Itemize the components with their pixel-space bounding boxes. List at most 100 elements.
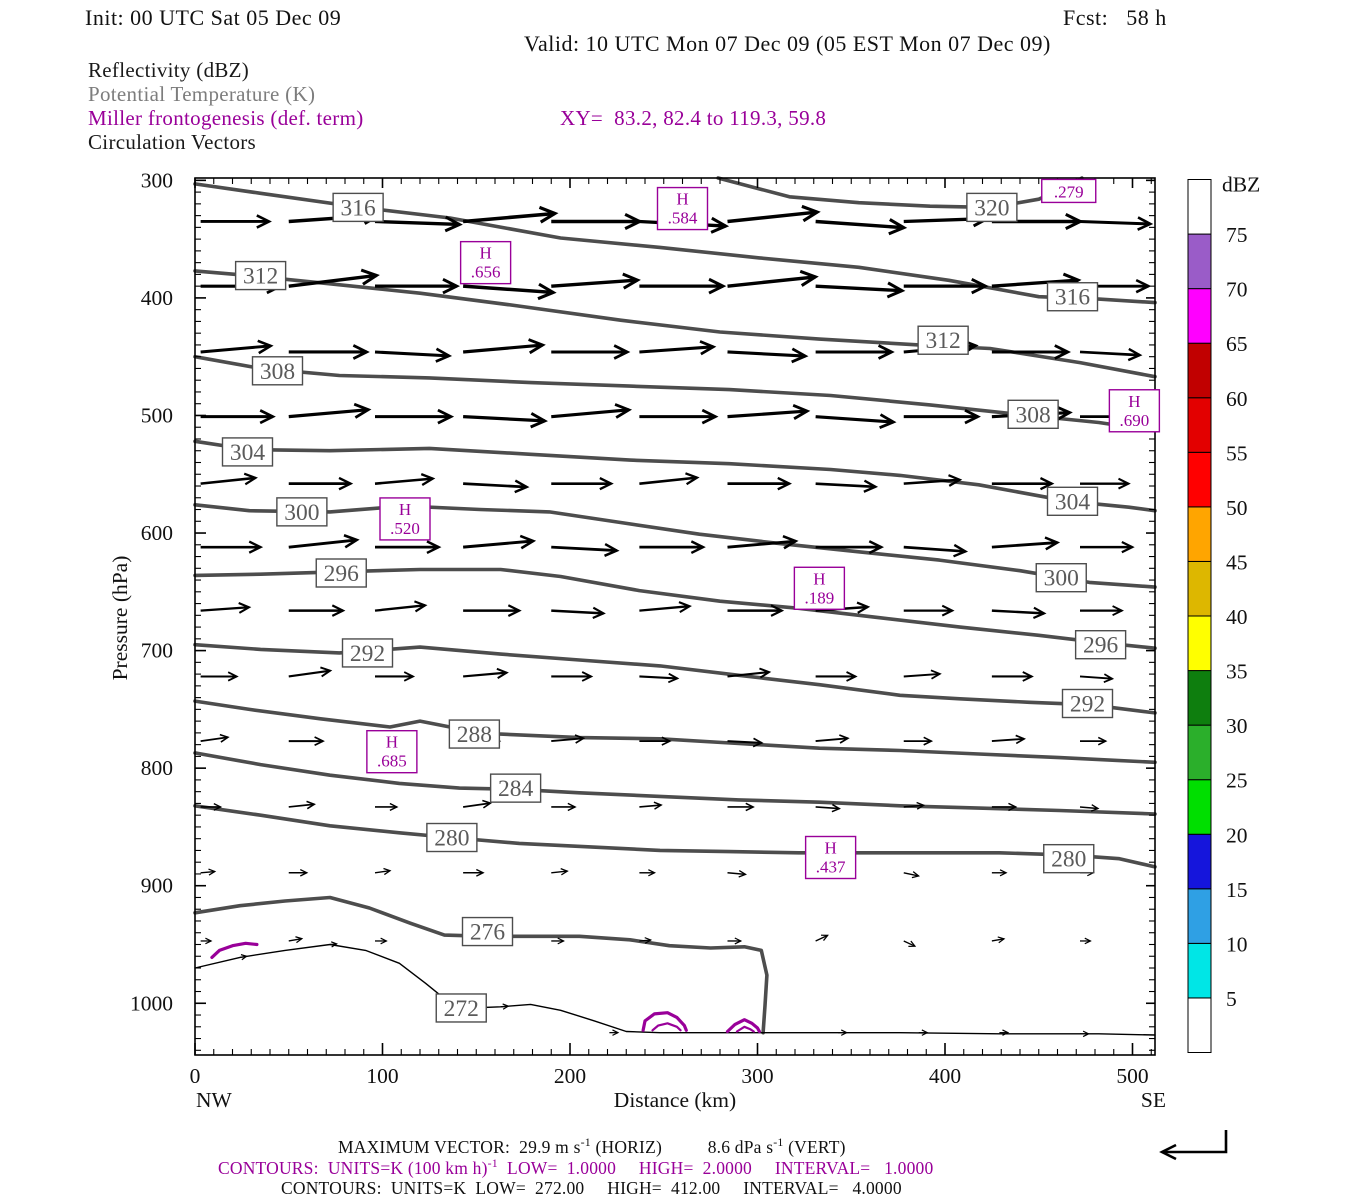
y-tick-label: 900 [141,874,173,898]
frontogenesis-max-box [1108,389,1161,433]
colorbar-block [1187,833,1212,890]
colorbar-tick-label: 20 [1226,823,1248,847]
circulation-vector [639,736,672,746]
contour-label: 320 [974,195,1009,221]
legend-potential-temperature: Potential Temperature (K) [88,82,316,106]
circulation-vector [200,937,213,945]
legend-miller-frontogenesis: Miller frontogenesis (def. term) [88,106,364,130]
circulation-vector [903,940,917,947]
circulation-vector [903,409,981,425]
circulation-vector [727,347,809,364]
circulation-vector [288,476,354,491]
circulation-vector [727,535,799,550]
circulation-vector [551,542,620,557]
contour-label: 280 [1051,847,1086,873]
circulation-vector [727,737,764,748]
reference-vector-icon [1162,1130,1228,1154]
circulation-vector [200,214,272,229]
circulation-vector [462,338,546,355]
contour-label: 284 [498,776,534,802]
circulation-vector [1080,736,1108,746]
frontogenesis-max-box [804,835,857,880]
theta-contour-320 [716,176,1084,210]
colorbar-block [1187,615,1212,672]
circulation-vector [1080,477,1131,490]
colorbar-title: dBZ [1222,173,1260,197]
y-tick-label: 800 [141,756,173,780]
circulation-vector [727,269,819,288]
contour-label: 304 [230,440,266,466]
circulation-vector [463,667,509,679]
contour-label: 300 [284,500,319,526]
contour-label-box [917,325,969,355]
circulation-vector [551,734,586,744]
circulation-vector [991,869,1008,877]
contour-label: 316 [1055,285,1091,311]
circulation-vector [375,671,416,682]
frontogenesis-max-box [459,240,512,285]
x-tick-label: 500 [1116,1064,1148,1088]
y-tick-label: 300 [141,168,173,192]
cross-section-xy-label: XY= 83.2, 82.4 to 119.3, 59.8 [560,106,827,130]
circulation-vector [639,937,653,944]
circulation-vector [288,402,372,419]
circulation-vector [200,339,274,355]
theta-contour-300 [193,502,1157,589]
frontogenesis-max-value: .189 [805,588,835,607]
frontogenesis-contour-2 [651,1022,682,1032]
theta-contour-304 [193,439,1157,513]
contour-label-box [276,497,328,527]
circulation-vector [903,801,926,810]
x-tick-label: 100 [366,1064,398,1088]
contour-label: 288 [457,722,492,748]
circulation-vector [1079,673,1115,683]
frontogenesis-contour-0 [210,941,259,960]
contour-label: 304 [1055,489,1091,515]
circulation-vector [288,534,360,549]
circulation-vector [727,869,747,878]
circulation-vector [639,601,692,614]
circulation-vector [462,534,537,550]
circulation-vector [551,671,594,682]
colorbar-block [1187,233,1212,290]
circulation-vector [288,736,325,747]
y-tick-label: 600 [141,521,173,545]
circulation-vector [200,868,217,876]
contour-label: 280 [434,826,469,852]
circulation-vector [639,277,727,295]
circulation-vector [609,1029,620,1036]
circulation-vector [903,736,934,746]
legend-circulation-vectors: Circulation Vectors [88,130,257,154]
circulation-vector [200,602,252,614]
circulation-vector [463,799,493,809]
x-axis-left-end-label: NW [196,1088,233,1112]
colorbar-block [1187,670,1212,726]
contour-label-box [426,822,478,853]
contour-label-box [489,773,542,803]
circulation-vector [903,871,921,879]
contour-label-box [221,437,274,467]
colorbar-tick-label: 65 [1226,332,1248,356]
contour-label-box [1035,563,1087,593]
init-time-label: Init: 00 UTC Sat 05 Dec 09 [85,5,342,30]
frontogenesis-max-value: .685 [377,752,407,771]
frontogenesis-max-letter: H [824,838,836,857]
theta-contour-272 [194,943,1156,1036]
contour-label-box [315,558,367,588]
contour-label: 292 [1070,691,1105,717]
frontogenesis-contour-3 [725,1018,762,1034]
frontogenesis-max-value: .520 [390,519,420,538]
colorbar-tick-label: 10 [1226,932,1248,956]
contour-label: 300 [1044,566,1079,592]
contour-label-box [1007,399,1059,429]
colorbar-tick-label: 75 [1226,223,1248,247]
contour-label-box [234,260,287,291]
circulation-vector [727,604,785,617]
circulation-vector [551,802,577,812]
x-tick-label: 0 [190,1064,201,1088]
frontogenesis-max-letter: H [399,500,411,519]
frontogenesis-max-box [366,729,418,774]
frontogenesis-max-value: .656 [471,263,501,282]
circulation-vector [288,344,370,360]
